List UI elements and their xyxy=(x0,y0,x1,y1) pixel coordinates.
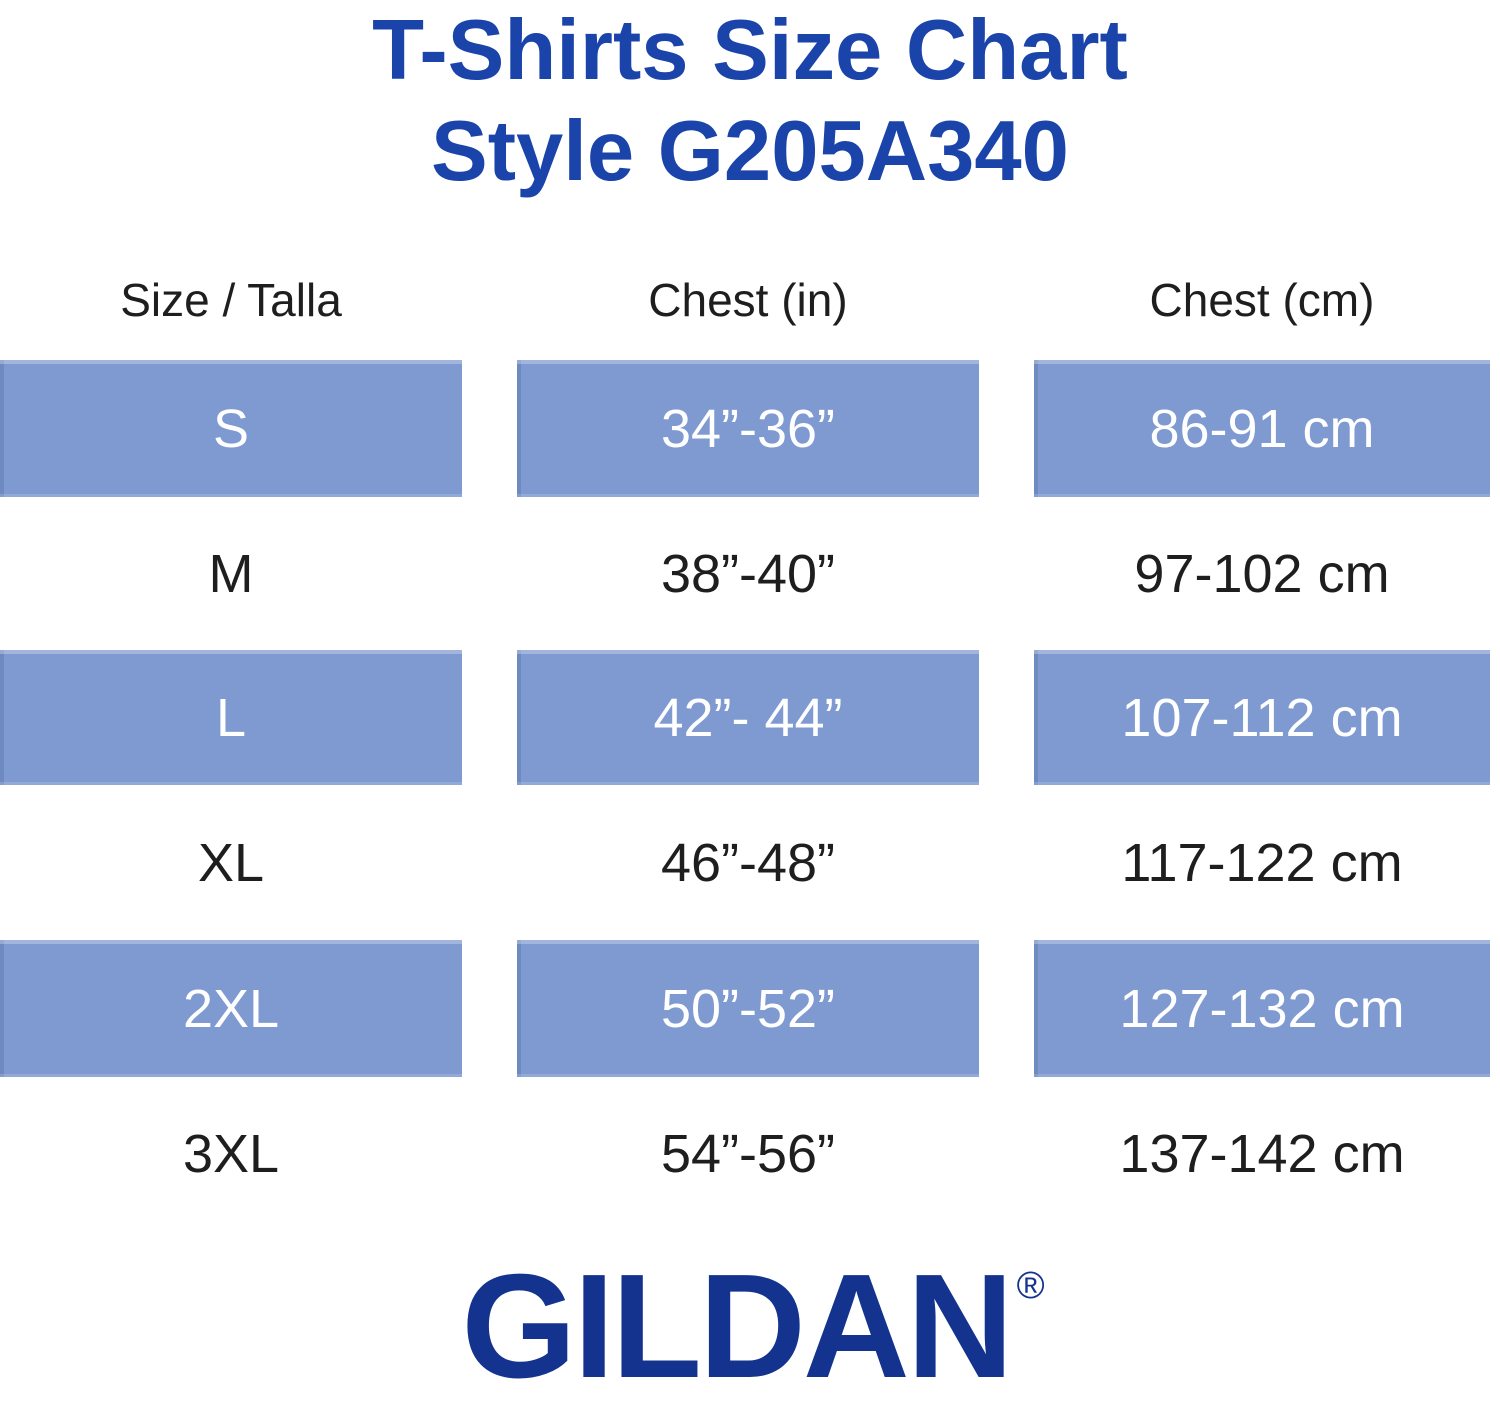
column-header-chest-in: Chest (in) xyxy=(648,274,848,326)
column-header-chest-cm: Chest (cm) xyxy=(1149,274,1375,326)
chest-cm-cell-3xl: 137-142 cm xyxy=(1119,1123,1405,1184)
chest-cm-cell-xl: 117-122 cm xyxy=(1121,832,1403,893)
size-cell-3xl: 3XL xyxy=(182,1123,280,1184)
chest-in-cell-2xl: 50”-52” xyxy=(517,940,979,1077)
size-table: Size / Talla Chest (in) Chest (cm) S 34”… xyxy=(0,240,1490,1230)
title-line-1: T-Shirts Size Chart xyxy=(372,3,1128,98)
chest-in-cell-l: 42”- 44” xyxy=(517,650,979,785)
size-cell-xl: XL xyxy=(197,832,265,893)
title-line-2: Style G205A340 xyxy=(431,104,1069,199)
size-cell-l: L xyxy=(0,650,462,785)
chest-in-cell-m: 38”-40” xyxy=(660,543,836,604)
size-cell-s: S xyxy=(0,360,462,497)
chest-in-cell-s: 34”-36” xyxy=(517,360,979,497)
column-header-size: Size / Talla xyxy=(120,274,342,326)
gildan-logo: GILDAN ® xyxy=(0,1253,1500,1401)
registered-trademark-icon: ® xyxy=(1016,1265,1045,1307)
size-cell-2xl: 2XL xyxy=(0,940,462,1077)
chest-in-cell-3xl: 54”-56” xyxy=(660,1123,836,1184)
chest-cm-cell-l: 107-112 cm xyxy=(1034,650,1490,785)
size-cell-m: M xyxy=(208,543,254,604)
chest-cm-cell-s: 86-91 cm xyxy=(1034,360,1490,497)
chest-cm-cell-m: 97-102 cm xyxy=(1134,543,1390,604)
chest-in-cell-xl: 46”-48” xyxy=(660,832,836,893)
chest-cm-cell-2xl: 127-132 cm xyxy=(1034,940,1490,1077)
gildan-logo-text: GILDAN xyxy=(461,1244,1013,1409)
page-title: T-Shirts Size Chart Style G205A340 xyxy=(0,0,1500,202)
